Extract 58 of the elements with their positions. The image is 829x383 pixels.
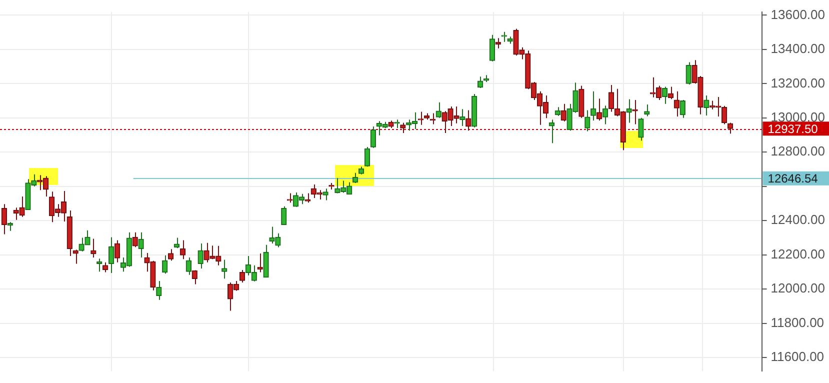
candlestick bbox=[560, 103, 566, 122]
y-tick-label: 13400.00 bbox=[770, 41, 826, 56]
candlestick bbox=[686, 62, 692, 86]
candlestick bbox=[174, 237, 180, 249]
candlestick bbox=[156, 280, 162, 300]
candlestick bbox=[460, 108, 466, 126]
candlestick bbox=[400, 122, 406, 134]
candlestick bbox=[162, 254, 168, 274]
y-tick-label: 12400.00 bbox=[770, 212, 826, 228]
y-tick-label: 12200.00 bbox=[770, 246, 826, 262]
y-tick-label: 13200.00 bbox=[770, 75, 826, 90]
candlestick bbox=[180, 240, 186, 260]
candlestick bbox=[168, 248, 174, 262]
candlestick bbox=[418, 111, 424, 126]
candlestick bbox=[602, 105, 608, 125]
candlestick bbox=[584, 110, 590, 132]
candlestick bbox=[680, 99, 686, 118]
candlestick bbox=[281, 206, 287, 226]
candlestick bbox=[192, 270, 198, 285]
candlestick bbox=[1, 204, 7, 235]
candlestick bbox=[727, 122, 734, 134]
candlestick bbox=[436, 102, 442, 118]
candlestick bbox=[239, 270, 246, 284]
y-tick-label: 13600.00 bbox=[770, 6, 826, 22]
y-tick-label: 13000.00 bbox=[770, 109, 826, 124]
candlestick bbox=[138, 232, 144, 258]
candlestick bbox=[364, 146, 370, 168]
candlestick bbox=[263, 244, 269, 278]
candlestick bbox=[662, 86, 668, 104]
y-tick-label: 12000.00 bbox=[770, 280, 826, 296]
candlestick bbox=[596, 98, 602, 121]
candlestick bbox=[102, 262, 108, 273]
candlestick bbox=[72, 249, 78, 264]
candlestick bbox=[590, 90, 596, 121]
y-tick-label: 11800.00 bbox=[770, 314, 824, 330]
candlestick bbox=[322, 188, 328, 201]
candlestick bbox=[704, 94, 710, 116]
candlestick bbox=[548, 119, 555, 144]
candlestick bbox=[466, 110, 472, 132]
candlestick bbox=[626, 98, 632, 124]
candlestick bbox=[114, 240, 120, 263]
candlestick bbox=[186, 257, 192, 276]
y-tick-label: 12800.00 bbox=[770, 144, 826, 159]
candlestick bbox=[370, 126, 376, 148]
candlestick bbox=[489, 34, 496, 62]
candlestick bbox=[644, 104, 650, 117]
candlestick bbox=[198, 243, 204, 270]
candlestick bbox=[222, 259, 228, 280]
candlestick bbox=[674, 90, 680, 118]
candlestick bbox=[108, 236, 114, 274]
candlestick bbox=[352, 172, 358, 184]
ref-line-label: 12646.54 bbox=[768, 172, 818, 186]
candlestick bbox=[638, 117, 644, 142]
y-tick-label: 11600.00 bbox=[770, 349, 824, 364]
candlestick bbox=[90, 238, 96, 258]
candlestick bbox=[132, 232, 138, 248]
ref-line-label: 12937.50 bbox=[768, 122, 818, 136]
candlestick bbox=[501, 31, 507, 42]
